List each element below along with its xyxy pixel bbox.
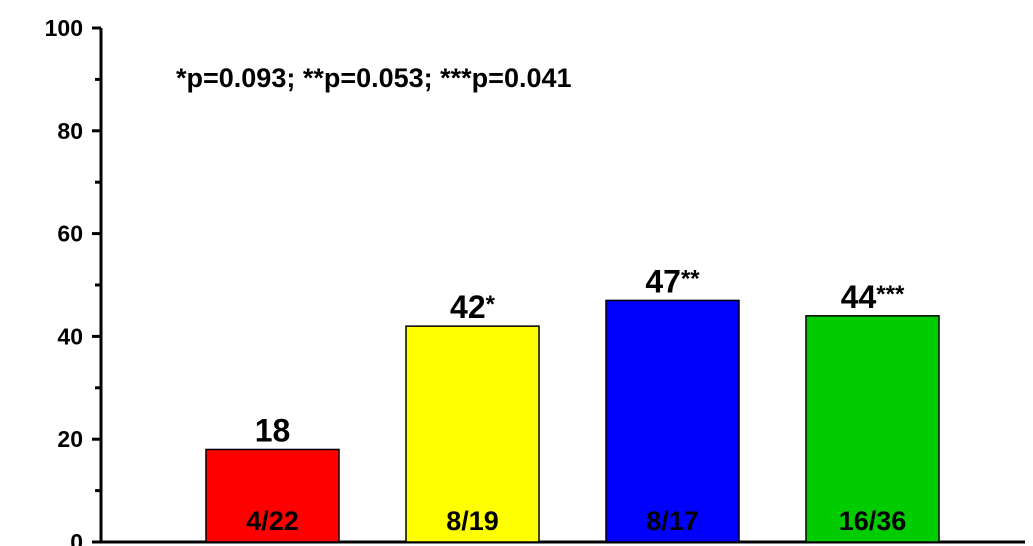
bar-fraction-label: 4/22 [246,506,299,536]
y-tick-label: 80 [57,118,83,144]
bar-value-number: 42 [450,289,486,325]
y-tick-label: 20 [57,426,83,452]
y-tick-label: 100 [45,15,83,41]
bar-value-label: 47** [645,263,700,299]
bar-fraction-label: 8/19 [446,506,499,536]
bar-value-number: 47 [645,263,681,299]
bar [605,299,740,543]
y-tick-label: 0 [70,529,83,546]
bar-fraction-label: 16/36 [839,506,907,536]
bar-value-label: 18 [255,412,291,448]
bar-significance-stars: * [486,291,496,318]
bar-value-number: 18 [255,412,291,448]
y-tick-label: 60 [57,221,83,247]
bar [405,325,540,543]
p-value-annotation: *p=0.093; **p=0.053; ***p=0.041 [176,63,572,93]
y-tick-label: 40 [57,323,83,349]
bar-significance-stars: ** [681,265,700,292]
bar-value-label: 42* [450,289,496,325]
bar-fraction-label: 8/17 [646,506,699,536]
bar [205,448,340,543]
bar [805,315,940,543]
bar-significance-stars: *** [876,281,905,308]
bar-value-label: 44*** [841,279,905,315]
bars [205,299,940,543]
bar-value-number: 44 [841,279,877,315]
